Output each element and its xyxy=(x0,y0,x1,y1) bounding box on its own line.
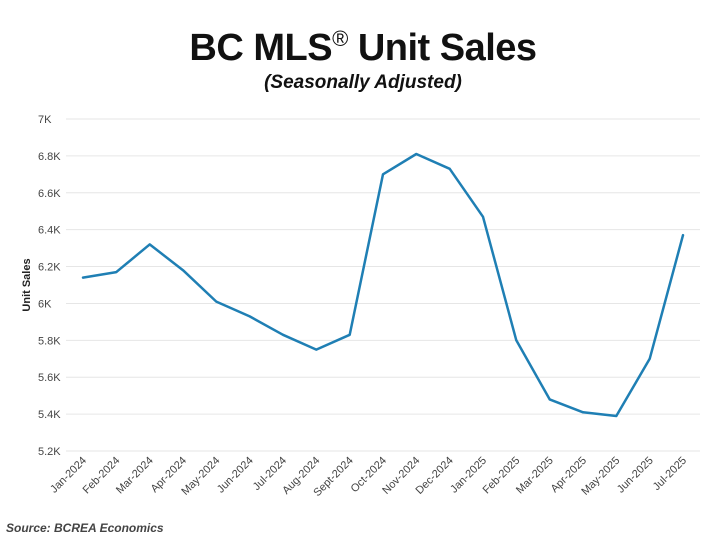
y-tick-label: 5.2K xyxy=(38,446,61,458)
data-point xyxy=(615,414,618,417)
data-point xyxy=(115,271,118,274)
data-point xyxy=(415,153,418,156)
chart-subtitle: (Seasonally Adjusted) xyxy=(264,72,462,93)
x-axis-ticks: Jan-2024Feb-2024Mar-2024Apr-2024May-2024… xyxy=(48,455,689,499)
y-tick-label: 6.8K xyxy=(38,151,61,163)
chart-title-main: BC MLS xyxy=(189,27,333,69)
x-tick-label: Jul-2025 xyxy=(651,455,689,493)
data-point xyxy=(448,167,451,170)
data-point xyxy=(82,276,84,279)
y-tick-label: 6K xyxy=(38,298,52,310)
data-point xyxy=(315,348,318,351)
x-tick-label: Mar-2025 xyxy=(514,455,556,497)
data-point xyxy=(248,315,251,318)
x-tick-label: Mar-2024 xyxy=(114,455,156,497)
y-axis-label: Unit Sales xyxy=(21,258,33,311)
y-tick-label: 6.2K xyxy=(38,262,61,274)
source-note: Source: BCREA Economics xyxy=(6,521,164,535)
data-point xyxy=(282,333,284,336)
y-tick-label: 5.8K xyxy=(38,335,61,347)
data-point xyxy=(548,398,551,401)
data-point xyxy=(482,215,484,218)
y-tick-label: 7K xyxy=(38,114,52,126)
y-tick-label: 6.6K xyxy=(38,188,61,200)
series-layer xyxy=(81,152,685,418)
data-point xyxy=(515,339,518,342)
data-point xyxy=(682,234,684,237)
data-point xyxy=(382,173,384,176)
y-tick-label: 5.6K xyxy=(38,372,61,384)
data-point xyxy=(582,411,584,414)
data-point xyxy=(648,357,651,360)
registered-mark: ® xyxy=(332,26,348,51)
data-point xyxy=(348,333,351,336)
y-axis-ticks: 5.2K 5.4K 5.6K 5.8K 6K 6.2K 6.4K 6.6K 6.8K 7K xyxy=(38,114,61,458)
series-line xyxy=(81,152,685,418)
chart-title-rest: Unit Sales xyxy=(347,27,537,69)
x-tick-label: Jun-2024 xyxy=(215,455,256,496)
data-point xyxy=(148,243,151,246)
chart-title: BC MLS® Unit Sales xyxy=(0,26,714,70)
data-point xyxy=(182,269,184,272)
y-tick-label: 5.4K xyxy=(38,409,61,421)
y-tick-label: 6.4K xyxy=(38,225,61,237)
gridlines xyxy=(66,118,700,452)
data-point xyxy=(215,300,218,303)
x-tick-label: Jun-2025 xyxy=(615,455,656,496)
